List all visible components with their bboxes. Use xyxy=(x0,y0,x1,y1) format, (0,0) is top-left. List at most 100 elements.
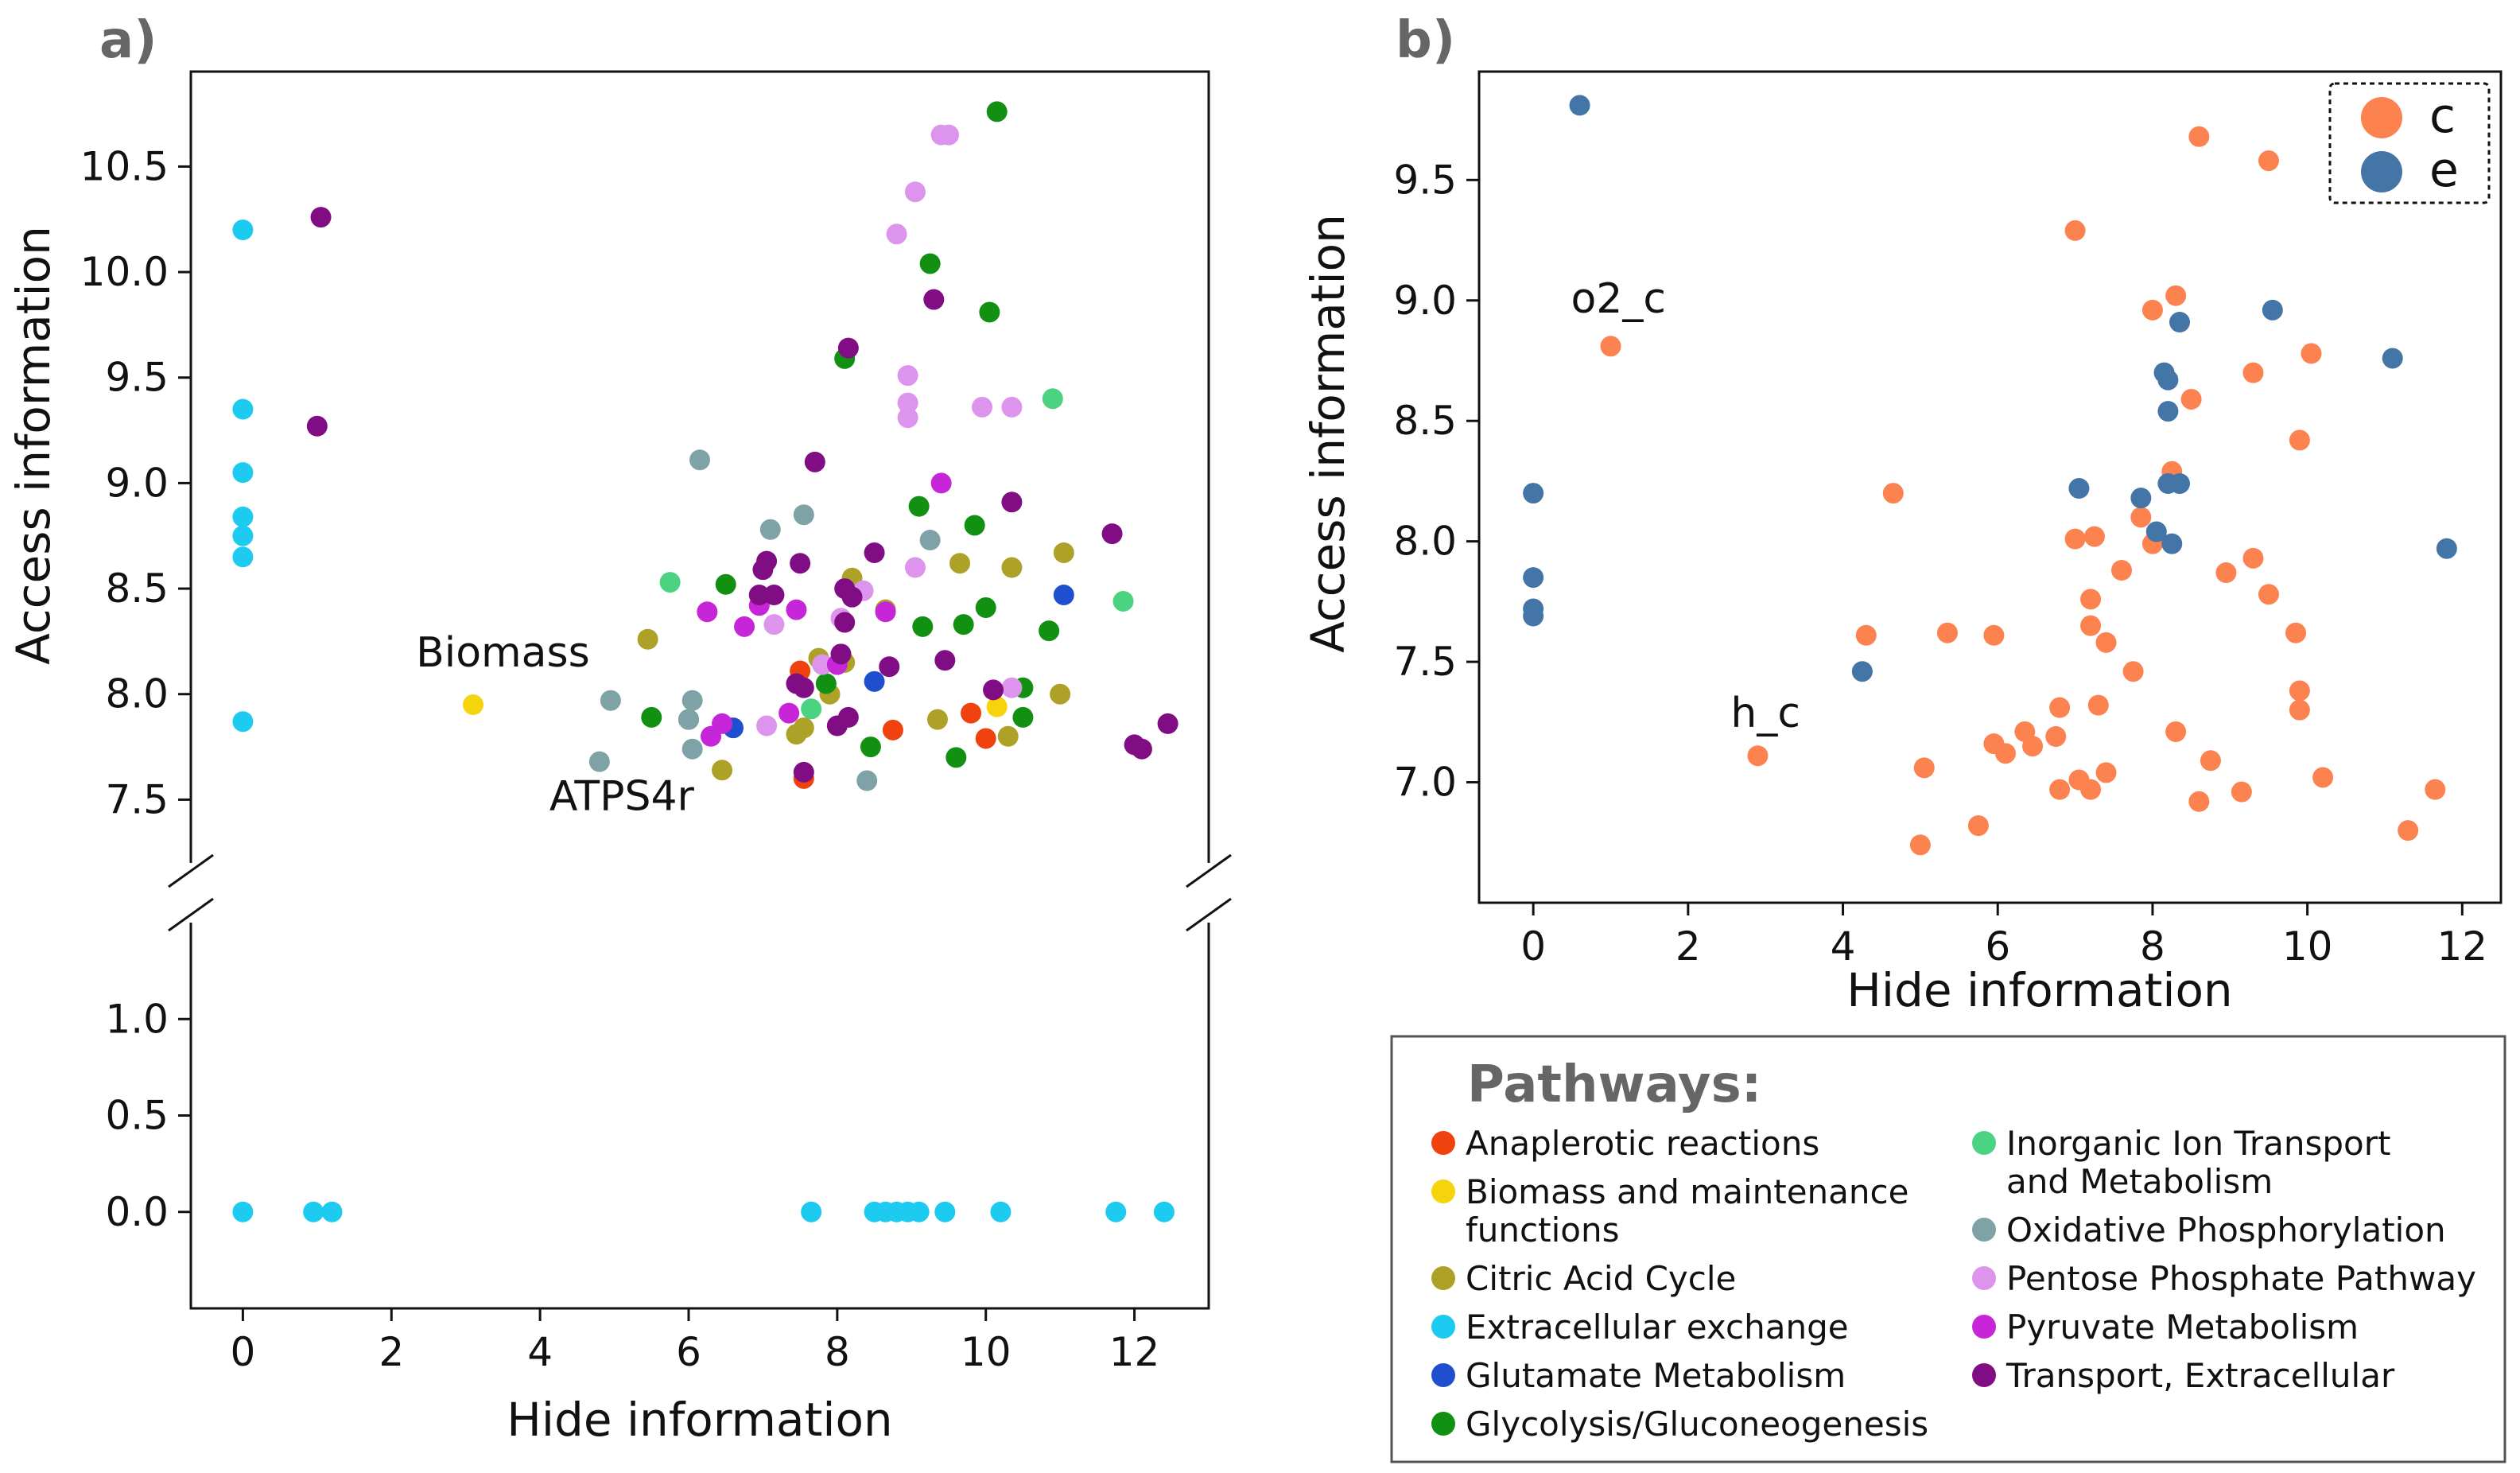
pathway-legend-marker xyxy=(1972,1218,1996,1242)
annotation-atps4r: ATPS4r xyxy=(549,773,695,821)
pathways-legend-items: Anaplerotic reactions Biomass and mainten… xyxy=(1431,1124,2476,1444)
point-e xyxy=(1851,661,1873,682)
annotation-h-c: h_c xyxy=(1730,690,1800,737)
point-oxidative-phosphorylation xyxy=(600,690,621,711)
point-citric-acid-cycle xyxy=(1053,542,1074,563)
point-pentose-phosphate-pathway xyxy=(897,365,918,387)
panel-b-x-tick-label: 2 xyxy=(1675,923,1701,970)
point-c xyxy=(2045,726,2067,747)
pathway-legend-marker xyxy=(1431,1131,1455,1155)
point-glycolysis-gluconeogenesis xyxy=(986,101,1008,122)
point-extracellular-exchange xyxy=(232,220,254,240)
point-transport-extracellular xyxy=(934,650,956,671)
point-c xyxy=(2312,767,2334,788)
point-c xyxy=(1913,757,1935,779)
point-transport-extracellular xyxy=(830,643,852,665)
point-c xyxy=(2122,661,2144,682)
point-e xyxy=(2169,312,2191,333)
point-c xyxy=(2301,343,2322,364)
point-transport-extracellular xyxy=(923,289,945,310)
point-transport-extracellular xyxy=(756,550,778,572)
point-c xyxy=(2095,762,2117,783)
point-c xyxy=(2165,285,2187,306)
panel-a-y-tick-label: 0.0 xyxy=(105,1189,169,1235)
point-c xyxy=(2083,526,2105,547)
point-transport-extracellular xyxy=(1157,713,1178,734)
point-oxidative-phosphorylation xyxy=(678,709,699,730)
panel-b-x-axis-label: Hide information xyxy=(1846,963,2232,1017)
point-c xyxy=(2200,750,2221,771)
panel-b-y-axis-label: Access information xyxy=(1301,214,1355,653)
point-glycolysis-gluconeogenesis xyxy=(912,616,934,637)
point-c xyxy=(2289,429,2310,451)
point-anaplerotic-reactions xyxy=(961,702,982,724)
panel-a-y-tick-label: 10.5 xyxy=(80,143,169,189)
panel-a-y-axis-label: Access information xyxy=(6,226,60,665)
point-oxidative-phosphorylation xyxy=(681,690,703,711)
point-glycolysis-gluconeogenesis xyxy=(860,736,881,758)
panel-a-x-tick-label: 6 xyxy=(676,1329,701,1375)
point-c xyxy=(1936,622,1958,643)
point-glutamate-metabolism xyxy=(1053,585,1074,606)
point-pyruvate-metabolism xyxy=(779,702,800,724)
pathway-legend-label: Pentose Phosphate Pathway xyxy=(2006,1259,2476,1298)
panel-a-x-tick-label: 4 xyxy=(527,1329,553,1375)
point-glycolysis-gluconeogenesis xyxy=(1012,706,1034,728)
point-transport-extracellular xyxy=(763,585,785,606)
point-e xyxy=(2169,472,2191,494)
point-c xyxy=(2258,150,2279,172)
panel-a-axes-ticks: 0 2 4 6 8 10 12 7.5 8.0 8.5 9.0 9.5 10.0 10.5 0.0 0.5 1.… xyxy=(80,143,1160,1375)
panel-b-y-tick-label: 7.5 xyxy=(1393,639,1457,685)
point-biomass-and-maintenance-functions xyxy=(463,694,484,715)
panel-a-label: a) xyxy=(99,11,157,70)
point-c xyxy=(2064,528,2086,550)
point-glycolysis-gluconeogenesis xyxy=(945,747,967,768)
point-anaplerotic-reactions xyxy=(882,719,903,740)
panel-a-y-tick-label: 0.5 xyxy=(105,1093,169,1139)
panel-a-x-axis-label: Hide information xyxy=(507,1393,892,1447)
panel-b-label: b) xyxy=(1396,11,1455,70)
point-oxidative-phosphorylation xyxy=(759,519,781,540)
point-glycolysis-gluconeogenesis xyxy=(815,673,837,694)
point-extracellular-exchange xyxy=(232,525,254,546)
point-c xyxy=(2022,736,2044,757)
point-citric-acid-cycle xyxy=(1001,557,1023,578)
point-transport-extracellular xyxy=(864,542,885,563)
point-e xyxy=(2130,488,2152,509)
point-e xyxy=(2436,538,2457,559)
panel-b-frame xyxy=(1477,70,2503,904)
point-c xyxy=(2242,547,2264,569)
pathway-legend-marker xyxy=(1972,1131,1996,1155)
point-pentose-phosphate-pathway xyxy=(904,557,926,578)
pathway-legend-marker xyxy=(1972,1363,1996,1387)
point-c xyxy=(1967,815,1989,837)
point-oxidative-phosphorylation xyxy=(689,449,710,471)
pathway-legend-label: Inorganic Ion Transport xyxy=(2006,1124,2391,1163)
point-pentose-phosphate-pathway xyxy=(904,181,926,203)
pathway-legend-label: Pyruvate Metabolism xyxy=(2006,1308,2359,1347)
point-transport-extracellular xyxy=(793,761,814,783)
annotation-o2-c: o2_c xyxy=(1571,275,1666,323)
point-transport-extracellular xyxy=(879,656,900,678)
point-transport-extracellular xyxy=(841,586,863,608)
point-extracellular-exchange xyxy=(934,1201,956,1222)
point-e xyxy=(2068,478,2090,499)
point-glycolysis-gluconeogenesis xyxy=(953,614,974,635)
panel-a-y-tick-label: 9.0 xyxy=(105,460,169,506)
point-citric-acid-cycle xyxy=(793,717,814,739)
pathway-legend-label: Citric Acid Cycle xyxy=(1466,1259,1736,1298)
point-pyruvate-metabolism xyxy=(930,472,952,494)
point-c xyxy=(2289,680,2310,702)
point-transport-extracellular xyxy=(1131,738,1152,760)
panel-a-upper-frame xyxy=(189,70,1210,863)
pathways-legend-title: Pathways: xyxy=(1467,1055,1761,1114)
point-e xyxy=(2382,348,2403,369)
point-biomass-and-maintenance-functions xyxy=(986,696,1008,717)
point-oxidative-phosphorylation xyxy=(588,751,610,772)
point-citric-acid-cycle xyxy=(949,553,971,574)
pathways-legend-box xyxy=(1390,1035,2506,1463)
panel-b-y-tick-label: 9.0 xyxy=(1393,278,1457,324)
panel-b-x-tick-label: 0 xyxy=(1520,923,1546,970)
panel-b-y-tick-label: 8.5 xyxy=(1393,398,1457,444)
